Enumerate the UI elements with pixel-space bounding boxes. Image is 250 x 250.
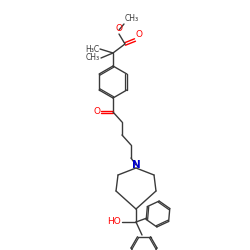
Text: O: O: [116, 24, 122, 33]
Text: CH₃: CH₃: [125, 14, 139, 23]
Text: H₃C: H₃C: [85, 44, 99, 54]
Text: N: N: [132, 160, 140, 170]
Text: HO: HO: [107, 218, 121, 226]
Text: O: O: [93, 108, 100, 116]
Text: CH₃: CH₃: [86, 54, 100, 62]
Text: O: O: [136, 30, 143, 39]
